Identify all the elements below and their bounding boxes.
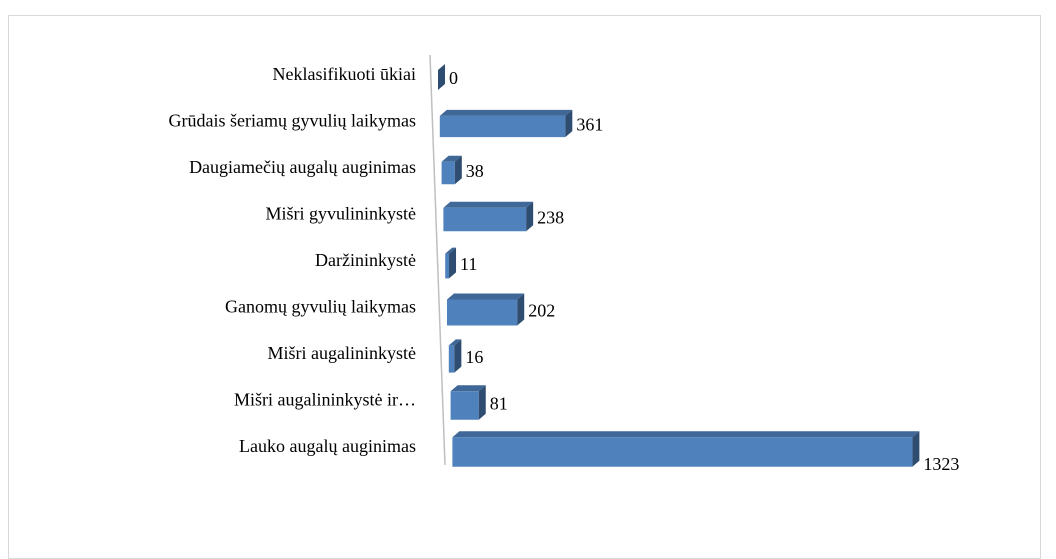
bar-top [448, 339, 462, 346]
bar-top [450, 385, 486, 392]
bar [447, 293, 525, 326]
y-tick-label: Daržininkystė [315, 250, 416, 270]
bar-front [450, 391, 479, 420]
y-tick-label: Mišri gyvulininkystė [265, 204, 416, 224]
value-label: 16 [465, 347, 483, 367]
bar-top [452, 431, 920, 438]
value-label: 361 [576, 115, 603, 135]
bar-top [439, 109, 573, 116]
bar-top [447, 293, 525, 300]
bar [452, 431, 920, 467]
bar-front [452, 437, 913, 467]
bar [438, 64, 445, 90]
y-tick-label: Grūdais šeriamų gyvulių laikymas [169, 111, 416, 131]
axis-line [429, 54, 446, 466]
bar [445, 247, 457, 279]
y-tick-label: Neklasifikuoti ūkiai [273, 64, 416, 84]
bar-side [454, 339, 462, 373]
bar-side [478, 385, 486, 420]
bar-front [439, 115, 566, 138]
bar-top [441, 155, 462, 162]
value-label: 81 [490, 394, 508, 414]
bar-side [565, 109, 573, 138]
bar-side [912, 431, 920, 467]
y-tick-label: Mišri augalininkystė ir… [234, 390, 416, 410]
bar-top [443, 201, 534, 208]
bar-side [454, 155, 462, 185]
bar-front [447, 299, 518, 326]
value-label: 0 [449, 68, 458, 88]
bar-side [526, 201, 534, 232]
y-tick-label: Daugiamečių augalų auginimas [189, 157, 416, 177]
y-tick-label: Ganomų gyvulių laikymas [225, 297, 416, 317]
bar-side [449, 247, 457, 279]
bar-side [438, 64, 445, 90]
bar [441, 155, 462, 185]
y-tick-label: Lauko augalų auginimas [239, 436, 416, 456]
value-label: 1323 [923, 454, 959, 474]
y-tick-label: Mišri augalininkystė [268, 343, 416, 363]
bar-front [445, 253, 450, 279]
bar [450, 385, 486, 420]
bar-front [448, 345, 455, 373]
bar [448, 339, 462, 373]
value-label: 11 [460, 254, 477, 274]
value-label: 38 [466, 161, 484, 181]
bar-front [441, 161, 455, 185]
bar [439, 109, 573, 138]
bar-front [443, 207, 527, 232]
chart-frame [8, 15, 1041, 559]
bar [443, 201, 534, 232]
value-label: 202 [528, 301, 555, 321]
value-label: 238 [537, 208, 564, 228]
bar-side [517, 293, 525, 326]
bar-top [445, 247, 457, 254]
